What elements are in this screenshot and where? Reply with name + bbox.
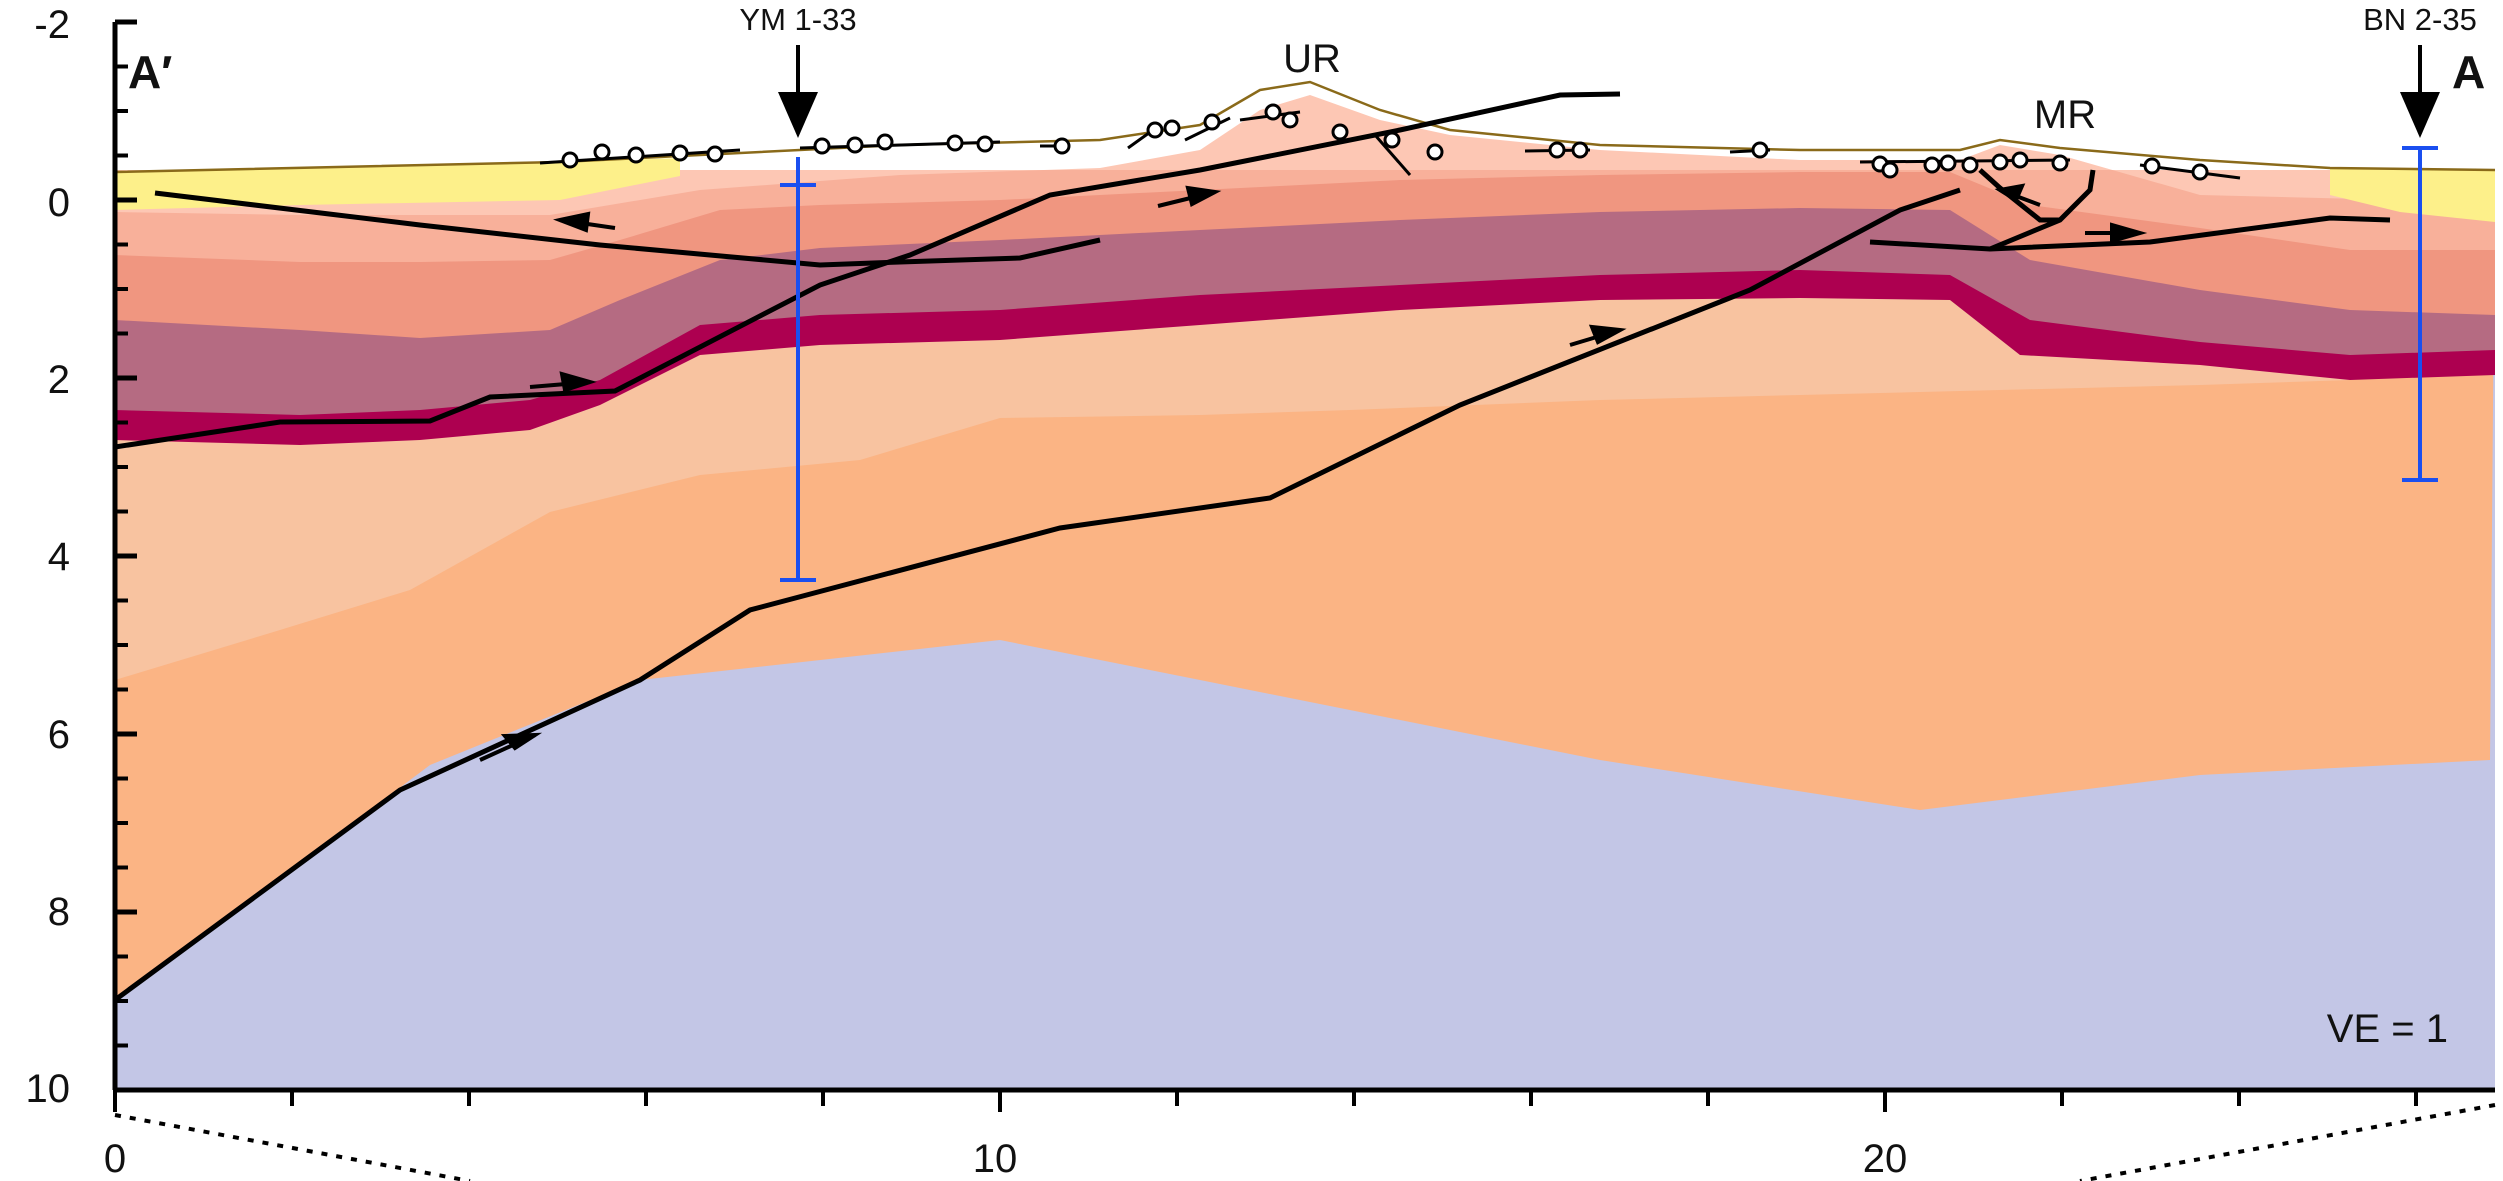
mr-splay-fault-2 xyxy=(1978,168,2060,223)
well-label: BN 2-35 xyxy=(2363,2,2477,37)
inset-leader-right xyxy=(2079,1103,2496,1181)
dip-symbol-icon xyxy=(593,143,611,161)
structure-label-ur: UR xyxy=(1283,37,1341,81)
x-tick-label: 20 xyxy=(1863,1137,1908,1181)
well-bN-2-35: BN 2-35 xyxy=(2363,2,2477,482)
y-tick-label: 6 xyxy=(48,713,70,757)
dip-symbol-icon xyxy=(1163,119,1181,137)
upper-thrust-fault xyxy=(114,91,1621,450)
dip-symbol-icon xyxy=(1203,113,1221,131)
slip-arrows xyxy=(479,183,2148,762)
y-tick-label: -2 xyxy=(34,3,70,47)
dip-symbol-icon xyxy=(1426,143,1444,161)
x-tick-label: 10 xyxy=(973,1137,1018,1181)
structure-label-mr: MR xyxy=(2034,93,2096,137)
y-tick-label: 2 xyxy=(48,358,70,402)
x-axis: 0 10 20 xyxy=(104,1087,2496,1181)
dip-symbol-icon xyxy=(1383,131,1401,149)
inset-leader-left xyxy=(114,1113,471,1181)
dip-symbol-icon xyxy=(1053,137,1071,155)
dip-symbol-icon xyxy=(561,151,579,169)
dip-symbol-icon xyxy=(946,134,964,152)
dip-symbol-icon xyxy=(1991,153,2009,171)
slip-arrow-icon xyxy=(479,732,543,762)
dip-symbol-icon xyxy=(627,146,645,164)
mr-splay-fault xyxy=(1989,169,2096,252)
dip-symbol-icon xyxy=(1146,121,1164,139)
x-tick-label: 0 xyxy=(104,1137,126,1181)
well-arrowhead-icon xyxy=(778,92,818,138)
x-axis-ticks xyxy=(113,1090,2418,1112)
surface-yellow-unit xyxy=(115,158,680,210)
dip-symbol-icon xyxy=(876,133,894,151)
y-tick-label: 8 xyxy=(48,890,70,934)
dip-symbol-icon xyxy=(1961,156,1979,174)
slip-arrow-icon xyxy=(529,371,597,393)
dip-symbol-icon xyxy=(2143,157,2161,175)
y-axis: -2 0 2 4 6 8 10 xyxy=(26,3,137,1111)
slip-arrow-icon xyxy=(553,211,616,233)
vertical-exaggeration-label: VE = 1 xyxy=(2327,1007,2448,1051)
surface-pale-unit xyxy=(115,95,2495,215)
slip-arrow-icon xyxy=(2085,222,2148,244)
y-tick-label: 0 xyxy=(48,181,70,225)
dip-symbol-icon xyxy=(846,136,864,154)
stratigraphy xyxy=(114,80,2496,1090)
y-tick-label: 4 xyxy=(48,535,70,579)
section-end-right: A xyxy=(2452,46,2485,98)
dip-symbol-icon xyxy=(976,135,994,153)
dip-symbol-icon xyxy=(1281,111,1299,129)
well-label: YM 1-33 xyxy=(739,2,856,37)
slip-arrow-icon xyxy=(1157,185,1222,208)
dip-symbol-icon xyxy=(1331,123,1349,141)
dip-symbol-icon xyxy=(1881,161,1899,179)
dip-symbol-icon xyxy=(2191,163,2209,181)
y-axis-ticks xyxy=(115,19,137,1093)
section-end-left: A′ xyxy=(128,46,172,98)
dip-symbol-icon xyxy=(1939,154,1957,172)
slip-arrow-icon xyxy=(1994,183,2041,207)
dip-symbol-icon xyxy=(2011,151,2029,169)
well-arrowhead-icon xyxy=(2400,92,2440,138)
backthrust-fault xyxy=(154,190,1101,268)
well-yM-1-33: YM 1-33 xyxy=(739,2,857,582)
mr-back-fault xyxy=(1869,215,2391,252)
dip-symbol-icon xyxy=(813,137,831,155)
dip-symbol-icon xyxy=(2051,154,2069,172)
y-tick-label: 10 xyxy=(26,1067,71,1111)
dip-symbol-icon xyxy=(1571,141,1589,159)
dip-symbol-icon xyxy=(1923,156,1941,174)
light-salmon-unit xyxy=(115,170,2495,262)
surface-yellow-unit-right xyxy=(2330,168,2495,222)
slip-arrow-icon xyxy=(1569,324,1627,347)
dip-symbol-icon xyxy=(1751,141,1769,159)
dip-symbol-icon xyxy=(1264,103,1282,121)
dip-symbol-icon xyxy=(671,144,689,162)
dip-symbol-icon xyxy=(1548,141,1566,159)
dip-measurements xyxy=(539,103,2241,181)
dip-symbol-icon xyxy=(706,145,724,163)
